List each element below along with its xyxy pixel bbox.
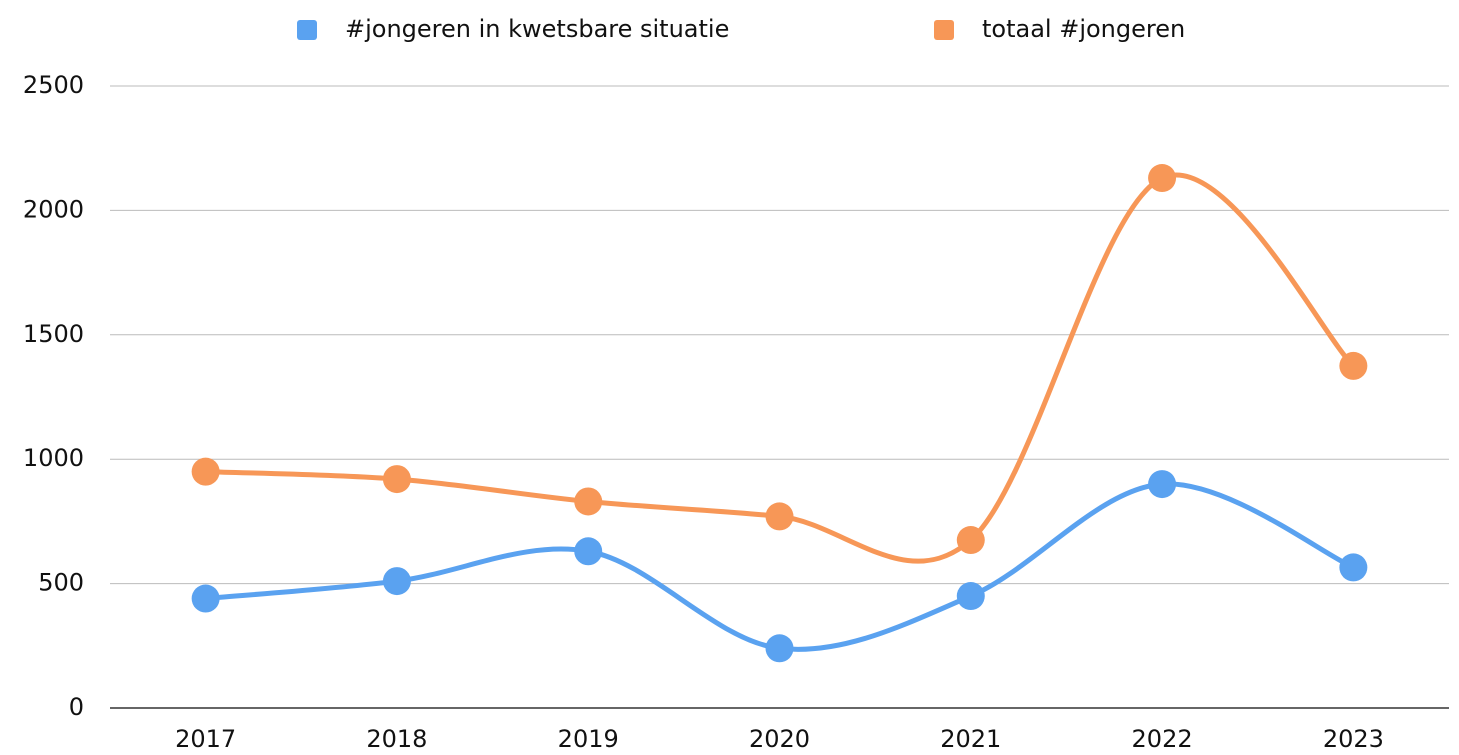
legend-label: #jongeren in kwetsbare situatie	[345, 15, 729, 43]
data-point	[765, 634, 794, 663]
data-point	[382, 567, 411, 596]
data-point	[382, 465, 411, 494]
x-tick-label: 2017	[175, 725, 236, 753]
data-point	[765, 502, 794, 531]
y-tick-label: 1500	[23, 320, 84, 348]
data-point	[191, 584, 220, 613]
legend-swatch	[297, 20, 317, 40]
x-tick-label: 2019	[558, 725, 619, 753]
y-tick-label: 0	[69, 693, 84, 721]
x-tick-label: 2020	[749, 725, 810, 753]
data-point	[956, 526, 985, 555]
data-point	[1339, 553, 1368, 582]
y-tick-label: 2000	[23, 195, 84, 223]
data-point	[956, 582, 985, 611]
x-tick-label: 2021	[940, 725, 1001, 753]
x-tick-label: 2022	[1132, 725, 1193, 753]
y-tick-label: 1000	[23, 444, 84, 472]
x-tick-label: 2023	[1323, 725, 1384, 753]
data-point	[574, 537, 603, 566]
legend-label: totaal #jongeren	[982, 15, 1185, 43]
y-tick-label: 2500	[23, 71, 84, 99]
data-point	[1148, 470, 1177, 499]
data-point	[574, 487, 603, 516]
x-tick-label: 2018	[366, 725, 427, 753]
data-point	[1339, 351, 1368, 380]
y-tick-label: 500	[38, 569, 84, 597]
data-point	[191, 457, 220, 486]
legend-swatch	[934, 20, 954, 40]
data-point	[1148, 164, 1177, 193]
